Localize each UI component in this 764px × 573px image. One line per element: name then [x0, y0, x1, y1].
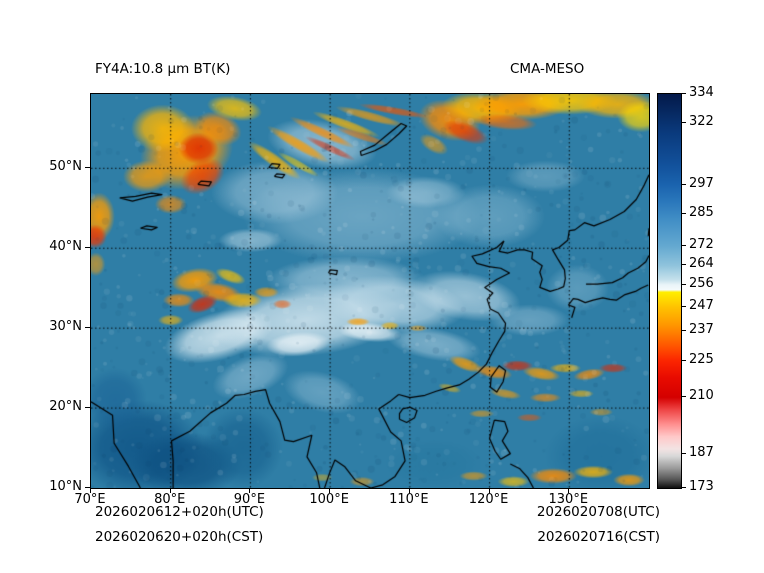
colorbar-tick-mark — [682, 244, 686, 246]
valid-time-cst-label: 2026020716(CST) — [537, 529, 660, 545]
colorbar — [657, 93, 682, 489]
colorbar-tick-label: 237 — [689, 322, 714, 338]
colorbar-tick-mark — [682, 212, 686, 214]
model-name-label: CMA-MESO — [510, 61, 585, 77]
x-tick-label: 120°E — [468, 492, 509, 507]
init-time-cst-label: 2026020620+020h(CST) — [95, 529, 264, 545]
colorbar-tick-mark — [682, 487, 686, 488]
x-tick-label: 110°E — [389, 492, 429, 507]
colorbar-tick-label: 256 — [689, 275, 714, 291]
colorbar-tick-mark — [682, 330, 686, 332]
y-tick-label: 30°N — [49, 319, 82, 335]
colorbar-tick-mark — [682, 305, 686, 307]
colorbar-tick-mark — [682, 122, 686, 124]
colorbar-tick-label: 247 — [689, 297, 714, 313]
x-tick-label: 100°E — [309, 492, 349, 507]
y-tick-label: 10°N — [49, 479, 82, 494]
y-tick-mark — [85, 167, 90, 169]
x-tick-mark — [169, 488, 171, 493]
colorbar-tick-label: 334 — [689, 85, 714, 100]
colorbar-tick-label: 210 — [689, 388, 714, 404]
colorbar-tick-label: 285 — [689, 204, 714, 220]
colorbar-gradient — [658, 94, 681, 488]
y-tick-mark — [85, 327, 90, 329]
x-tick-mark — [568, 488, 570, 493]
y-tick-label: 50°N — [49, 159, 82, 175]
map-frame — [90, 93, 650, 489]
plot-title: FY4A:10.8 μm BT(K) — [95, 61, 231, 77]
init-time-utc-label: 2026020612+020h(UTC) — [95, 504, 264, 520]
x-tick-mark — [408, 488, 410, 493]
colorbar-tick-label: 297 — [689, 175, 714, 191]
x-tick-label: 90°E — [233, 492, 266, 507]
colorbar-tick-mark — [682, 396, 686, 398]
x-tick-mark — [488, 488, 490, 493]
colorbar-tick-mark — [682, 183, 686, 185]
x-tick-label: 130°E — [548, 492, 589, 507]
colorbar-tick-label: 173 — [689, 479, 714, 494]
x-tick-mark — [329, 488, 331, 493]
y-tick-mark — [85, 407, 90, 409]
satellite-bt-map — [91, 94, 649, 488]
y-tick-mark — [85, 247, 90, 249]
y-tick-label: 40°N — [49, 239, 82, 255]
x-tick-label: 80°E — [154, 492, 186, 507]
valid-time-utc-label: 2026020708(UTC) — [536, 504, 660, 520]
colorbar-tick-label: 272 — [689, 236, 714, 252]
colorbar-tick-mark — [682, 283, 686, 285]
x-tick-mark — [249, 488, 251, 493]
colorbar-tick-mark — [682, 264, 686, 266]
colorbar-tick-label: 264 — [689, 256, 714, 272]
colorbar-tick-mark — [682, 93, 686, 94]
colorbar-tick-label: 225 — [689, 351, 714, 367]
x-tick-label: 70°E — [74, 492, 106, 507]
y-tick-mark — [85, 487, 90, 488]
colorbar-tick-label: 322 — [689, 114, 714, 130]
colorbar-tick-mark — [682, 359, 686, 361]
y-tick-label: 20°N — [49, 399, 82, 415]
colorbar-tick-mark — [682, 452, 686, 454]
colorbar-tick-label: 187 — [689, 444, 714, 460]
x-tick-mark — [90, 488, 91, 493]
